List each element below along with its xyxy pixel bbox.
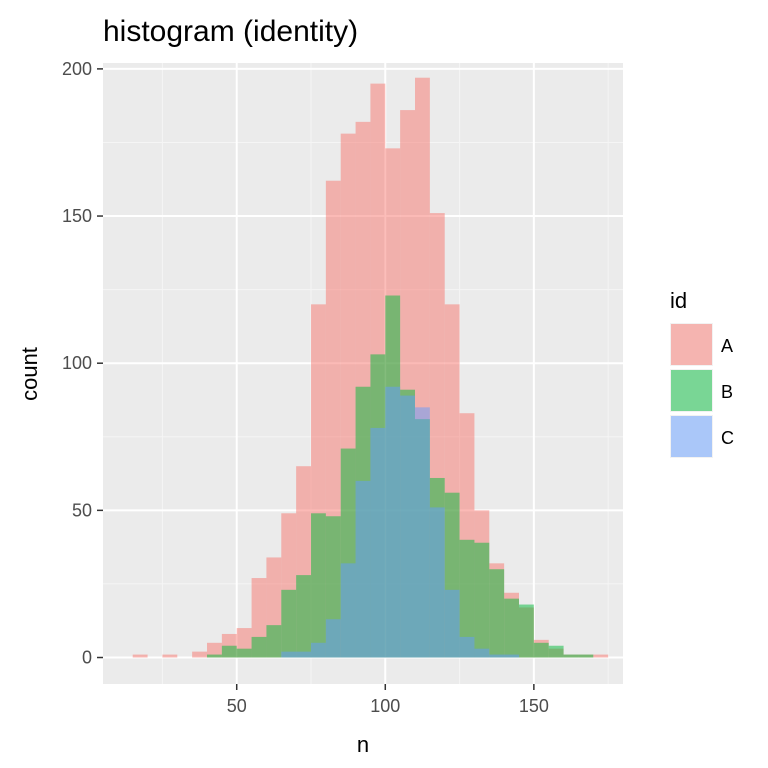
- legend-swatch-a: [671, 324, 712, 365]
- bar-b: [519, 604, 534, 658]
- legend-label-a: A: [721, 336, 733, 356]
- bar-b: [236, 648, 252, 658]
- bar-b: [311, 513, 326, 658]
- y-tick-label: 200: [62, 59, 92, 79]
- bar-b: [548, 645, 564, 658]
- bar-b: [489, 569, 505, 658]
- y-tick-label: 100: [62, 353, 92, 373]
- bar-c: [400, 395, 415, 658]
- bar-b: [281, 589, 297, 658]
- legend-swatch-c: [671, 416, 712, 457]
- x-tick-label: 100: [370, 696, 400, 716]
- axis-ticks: 50 100 150 0 50 100 150 200: [62, 59, 549, 716]
- bar-a: [207, 642, 222, 658]
- bar-c: [504, 654, 519, 658]
- bar-a: [192, 651, 207, 658]
- bar-c: [459, 636, 475, 658]
- bar-c: [340, 563, 356, 658]
- bar-b: [459, 539, 475, 658]
- bar-b: [296, 575, 311, 658]
- bar-c: [489, 654, 505, 658]
- legend-title: id: [670, 288, 687, 313]
- bar-b: [251, 636, 267, 658]
- y-tick-label: 150: [62, 206, 92, 226]
- bar-b: [266, 625, 282, 658]
- bar-b: [563, 654, 579, 658]
- x-tick-label: 50: [227, 696, 247, 716]
- legend-label-b: B: [721, 382, 733, 402]
- legend-swatch-b: [671, 370, 712, 411]
- histogram-bars: [132, 77, 609, 658]
- bar-c: [325, 619, 341, 658]
- y-tick-label: 0: [82, 648, 92, 668]
- bar-b: [578, 654, 594, 658]
- bar-a: [593, 654, 609, 658]
- legend: id A B C: [670, 288, 734, 458]
- bar-c: [281, 651, 297, 658]
- bar-c: [355, 480, 371, 658]
- bar-c: [370, 427, 386, 658]
- bar-c: [444, 589, 460, 658]
- bar-c: [311, 642, 326, 658]
- bar-c: [415, 407, 430, 658]
- x-axis-title: n: [357, 732, 369, 757]
- x-tick-label: 150: [519, 696, 549, 716]
- y-axis-title: count: [17, 347, 42, 401]
- bar-c: [429, 507, 445, 658]
- bar-b: [221, 645, 237, 658]
- bar-c: [474, 648, 490, 658]
- bar-c: [296, 651, 311, 658]
- bar-b: [533, 642, 549, 658]
- bar-a: [162, 654, 178, 658]
- bar-a: [132, 654, 148, 658]
- bar-c: [385, 386, 401, 658]
- legend-label-c: C: [721, 428, 734, 448]
- bar-b: [474, 542, 490, 658]
- bar-b: [504, 598, 519, 658]
- chart-title: histogram (identity): [103, 15, 358, 48]
- y-tick-label: 50: [72, 500, 92, 520]
- bar-b: [207, 654, 222, 658]
